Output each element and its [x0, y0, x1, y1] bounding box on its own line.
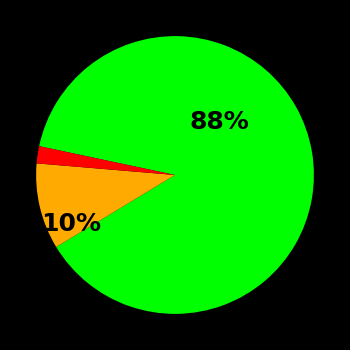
Text: 10%: 10% — [41, 212, 101, 236]
Wedge shape — [37, 146, 175, 175]
Text: 88%: 88% — [190, 110, 249, 134]
Wedge shape — [36, 163, 175, 247]
Wedge shape — [39, 36, 314, 314]
